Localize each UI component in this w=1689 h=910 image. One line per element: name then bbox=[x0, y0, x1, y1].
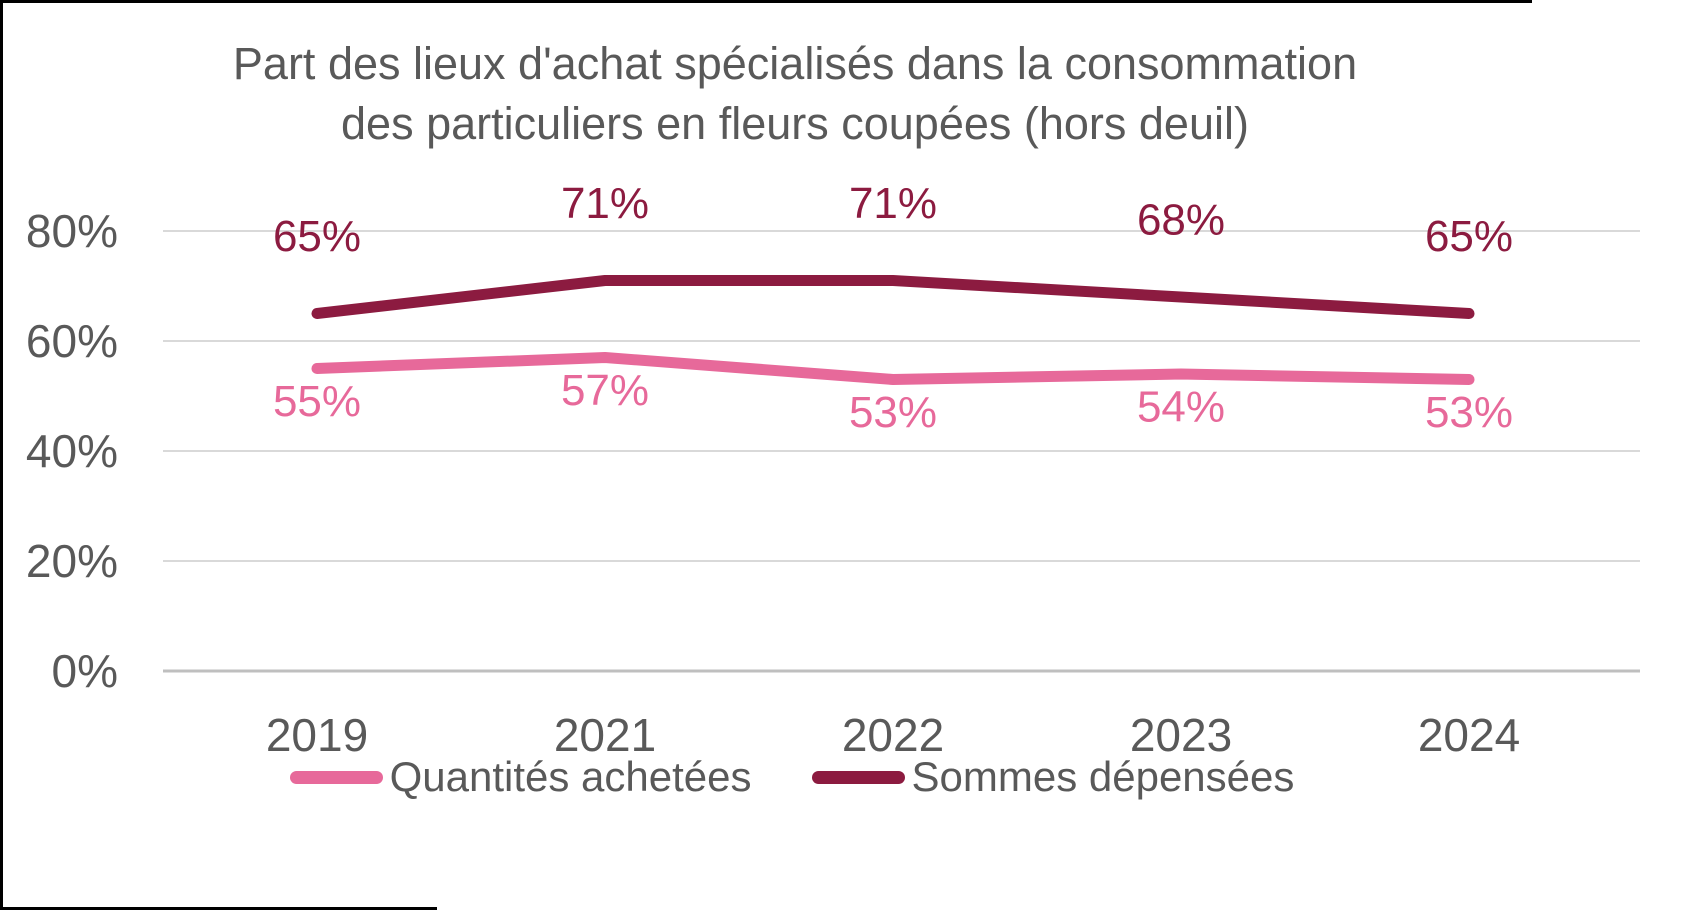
x-axis-tick-2022: 2022 bbox=[842, 709, 944, 761]
data-label-quantites-2023: 54% bbox=[1137, 383, 1225, 432]
legend-swatch-sommes-depensees bbox=[811, 770, 905, 784]
data-label-quantites-2024: 53% bbox=[1425, 388, 1513, 437]
chart-title-line1: Part des lieux d'achat spécialisés dans … bbox=[232, 38, 1358, 89]
y-axis-tick-40%: 40% bbox=[26, 425, 118, 477]
x-axis-tick-2019: 2019 bbox=[266, 709, 368, 761]
data-label-sommes-2022: 71% bbox=[849, 179, 937, 228]
data-label-sommes-2019: 65% bbox=[273, 212, 361, 261]
y-axis-tick-60%: 60% bbox=[26, 315, 118, 367]
legend-item-sommes-depensees: Sommes dépensées bbox=[811, 753, 1295, 801]
legend: Quantités achetées Sommes dépensées bbox=[0, 743, 1584, 811]
data-label-sommes-2024: 65% bbox=[1425, 212, 1513, 261]
data-label-sommes-2021: 71% bbox=[561, 179, 649, 228]
y-axis-tick-80%: 80% bbox=[26, 205, 118, 257]
x-axis-tick-2021: 2021 bbox=[554, 709, 656, 761]
data-label-quantites-2019: 55% bbox=[273, 377, 361, 426]
legend-item-quantites-achetees: Quantités achetées bbox=[289, 753, 752, 801]
data-label-quantites-2022: 53% bbox=[849, 388, 937, 437]
series-line-sommes-depensees bbox=[311, 275, 1475, 319]
legend-label-sommes-depensees: Sommes dépensées bbox=[911, 753, 1295, 800]
data-label-sommes-2023: 68% bbox=[1137, 196, 1225, 245]
frame-border-left bbox=[0, 0, 3, 910]
series-line-quantites-achetees bbox=[311, 352, 1475, 385]
x-axis-tick-2023: 2023 bbox=[1130, 709, 1232, 761]
chart-title-line2: des particuliers en fleurs coupées (hors… bbox=[341, 98, 1249, 149]
y-axis-tick-0%: 0% bbox=[52, 645, 118, 697]
x-axis-tick-2024: 2024 bbox=[1418, 709, 1520, 761]
legend-label-quantites-achetees: Quantités achetées bbox=[389, 753, 752, 800]
chart-title: Part des lieux d'achat spécialisés dans … bbox=[95, 34, 1495, 154]
legend-swatch-quantites-achetees bbox=[289, 770, 383, 784]
frame-border-bottom bbox=[0, 907, 437, 910]
data-label-quantites-2021: 57% bbox=[561, 366, 649, 415]
frame-border-top bbox=[0, 0, 1532, 3]
y-axis-tick-20%: 20% bbox=[26, 535, 118, 587]
